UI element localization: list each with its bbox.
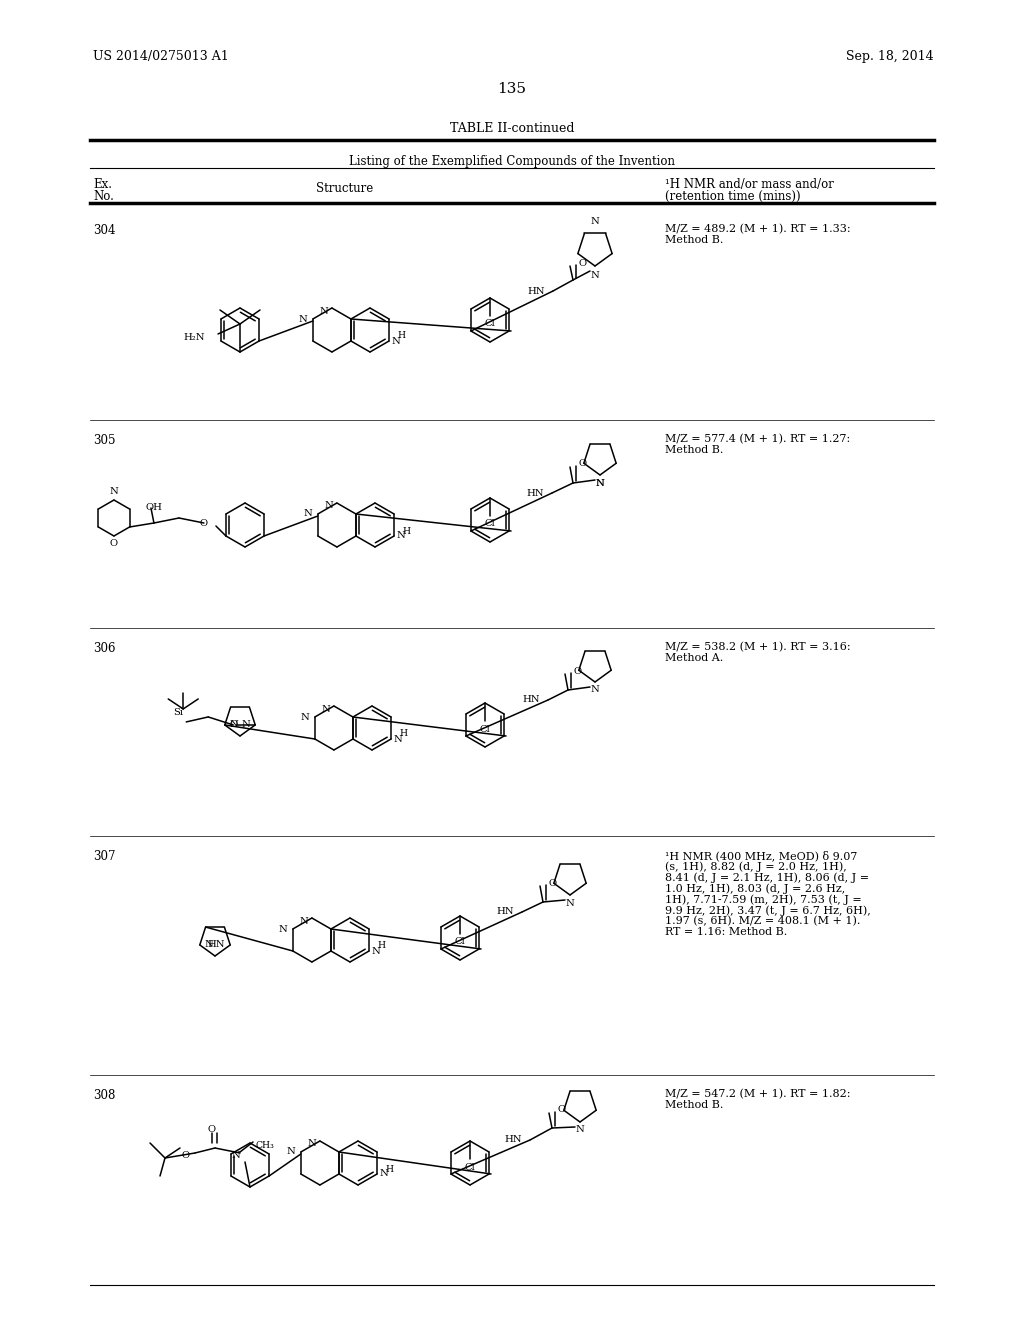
Text: Cl: Cl [484,520,496,528]
Text: (retention time (mins)): (retention time (mins)) [665,190,801,203]
Text: N: N [229,721,239,730]
Text: H: H [399,730,408,738]
Text: O: O [182,1151,190,1160]
Text: N: N [565,899,574,908]
Text: (s, 1H), 8.82 (d, J = 2.0 Hz, 1H),: (s, 1H), 8.82 (d, J = 2.0 Hz, 1H), [665,861,847,871]
Text: N: N [205,940,214,949]
Text: H: H [377,941,385,950]
Text: N: N [325,502,333,511]
Text: O: O [573,667,582,676]
Text: N: N [298,314,307,323]
Text: N: N [242,721,250,730]
Text: Method A.: Method A. [665,653,723,663]
Text: 305: 305 [93,434,116,447]
Text: 307: 307 [93,850,116,863]
Text: Method B.: Method B. [665,445,723,455]
Text: N: N [300,713,309,722]
Text: O: O [558,1106,566,1114]
Text: ¹H NMR (400 MHz, MeOD) δ 9.07: ¹H NMR (400 MHz, MeOD) δ 9.07 [665,850,857,861]
Text: HN: HN [527,286,545,296]
Text: OH: OH [145,503,163,511]
Text: N: N [286,1147,295,1156]
Text: CH₃: CH₃ [255,1140,273,1150]
Text: 1.97 (s, 6H). M/Z = 408.1 (M + 1).: 1.97 (s, 6H). M/Z = 408.1 (M + 1). [665,916,860,927]
Text: M/Z = 489.2 (M + 1). RT = 1.33:: M/Z = 489.2 (M + 1). RT = 1.33: [665,224,851,235]
Text: N: N [393,734,401,743]
Text: N: N [596,479,604,487]
Text: Listing of the Exemplified Compounds of the Invention: Listing of the Exemplified Compounds of … [349,154,675,168]
Text: N: N [379,1170,388,1179]
Text: O: O [579,259,587,268]
Text: HN: HN [522,696,540,705]
Text: HN: HN [526,488,544,498]
Text: Si: Si [173,709,183,718]
Text: Ex.: Ex. [93,178,112,191]
Text: M/Z = 547.2 (M + 1). RT = 1.82:: M/Z = 547.2 (M + 1). RT = 1.82: [665,1089,851,1100]
Text: O: O [208,1126,216,1134]
Text: 308: 308 [93,1089,116,1102]
Text: N: N [391,337,399,346]
Text: TABLE II-continued: TABLE II-continued [450,121,574,135]
Text: N: N [231,1151,240,1159]
Text: 135: 135 [498,82,526,96]
Text: Cl: Cl [479,725,490,734]
Text: N: N [322,705,330,714]
Text: 1.0 Hz, 1H), 8.03 (d, J = 2.6 Hz,: 1.0 Hz, 1H), 8.03 (d, J = 2.6 Hz, [665,883,845,894]
Text: N: N [279,924,287,933]
Text: M/Z = 577.4 (M + 1). RT = 1.27:: M/Z = 577.4 (M + 1). RT = 1.27: [665,434,850,445]
Text: N: N [371,946,380,956]
Text: N: N [299,916,308,925]
Text: N: N [591,685,599,694]
Text: N: N [596,479,604,488]
Text: Cl: Cl [484,319,496,329]
Text: US 2014/0275013 A1: US 2014/0275013 A1 [93,50,228,63]
Text: N: N [319,306,328,315]
Text: N: N [307,1139,315,1148]
Text: N: N [591,271,599,280]
Text: 306: 306 [93,642,116,655]
Text: Method B.: Method B. [665,235,723,246]
Text: Cl: Cl [455,937,465,946]
Text: O: O [110,540,118,549]
Text: H: H [402,527,411,536]
Text: ¹H NMR and/or mass and/or: ¹H NMR and/or mass and/or [665,178,834,191]
Text: H₂N: H₂N [183,333,205,342]
Text: N: N [303,510,312,519]
Text: H: H [385,1164,393,1173]
Text: 304: 304 [93,224,116,238]
Text: HN: HN [208,940,225,949]
Text: Structure: Structure [316,182,374,195]
Text: RT = 1.16: Method B.: RT = 1.16: Method B. [665,927,787,937]
Text: M/Z = 538.2 (M + 1). RT = 3.16:: M/Z = 538.2 (M + 1). RT = 3.16: [665,642,851,652]
Text: 1H), 7.71-7.59 (m, 2H), 7.53 (t, J =: 1H), 7.71-7.59 (m, 2H), 7.53 (t, J = [665,894,862,904]
Text: H: H [397,331,406,341]
Text: O: O [229,721,238,730]
Text: O: O [579,459,587,469]
Text: HN: HN [505,1135,522,1144]
Text: O: O [549,879,557,887]
Text: 9.9 Hz, 2H), 3.47 (t, J = 6.7 Hz, 6H),: 9.9 Hz, 2H), 3.47 (t, J = 6.7 Hz, 6H), [665,906,870,916]
Text: HN: HN [497,908,514,916]
Text: O: O [200,519,208,528]
Text: N: N [396,532,404,540]
Text: N: N [575,1126,585,1134]
Text: Cl: Cl [465,1163,475,1172]
Text: N: N [591,218,599,227]
Text: No.: No. [93,190,114,203]
Text: Method B.: Method B. [665,1100,723,1110]
Text: 8.41 (d, J = 2.1 Hz, 1H), 8.06 (d, J =: 8.41 (d, J = 2.1 Hz, 1H), 8.06 (d, J = [665,873,869,883]
Text: N: N [110,487,119,496]
Text: Sep. 18, 2014: Sep. 18, 2014 [847,50,934,63]
